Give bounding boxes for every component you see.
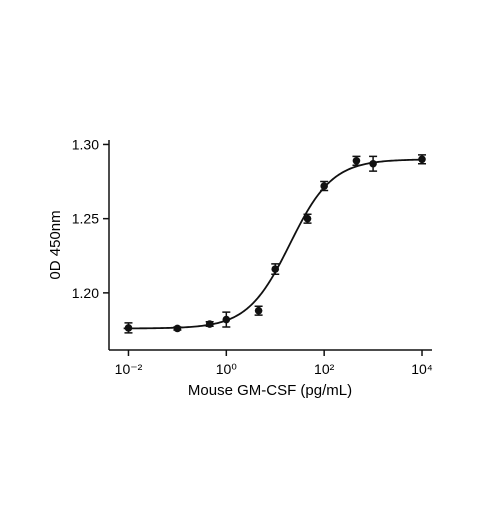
data-point (418, 155, 426, 164)
x-tick-label: 10² (314, 361, 335, 377)
x-tick-label: 10⁻² (115, 361, 143, 377)
data-point (254, 306, 263, 315)
data-point (369, 159, 377, 168)
x-tick-label: 10⁴ (411, 361, 433, 377)
x-axis-label: Mouse GM-CSF (pg/mL) (188, 382, 352, 399)
data-point (124, 324, 133, 332)
y-tick-label: 1.20 (72, 285, 99, 301)
data-point (222, 315, 231, 324)
fit-curve (123, 158, 425, 330)
data-point (352, 156, 361, 165)
y-tick-label: 1.30 (72, 136, 99, 152)
data-point (173, 324, 182, 333)
x-tick-label: 10⁰ (216, 361, 238, 377)
y-tick-label: 1.25 (72, 211, 99, 227)
data-point (271, 265, 280, 273)
data-point (205, 320, 214, 328)
data-point (303, 214, 312, 223)
y-axis-label: 0D 450nm (47, 210, 64, 279)
data-point (320, 182, 328, 190)
